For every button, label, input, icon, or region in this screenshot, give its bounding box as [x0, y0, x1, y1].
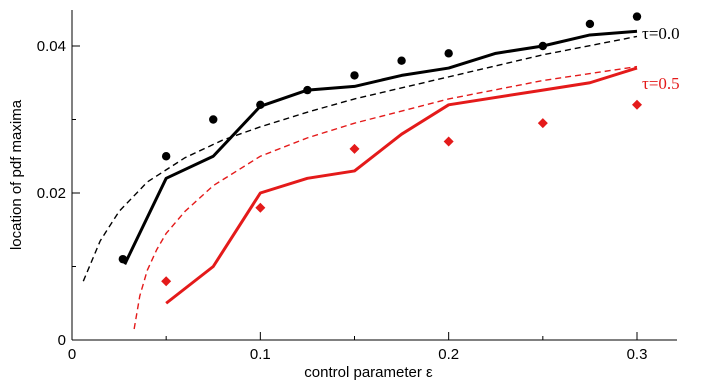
- data-point-tau0: [350, 71, 358, 79]
- y-axis-title: location of pdf maxima: [8, 99, 25, 250]
- data-point-tau0: [397, 57, 405, 65]
- data-point-tau0: [162, 152, 170, 160]
- data-point-tau05: [632, 100, 642, 110]
- x-tick-label: 0.1: [250, 346, 271, 363]
- data-point-tau05: [161, 276, 171, 286]
- x-tick-label: 0.2: [438, 346, 459, 363]
- y-tick-label: 0.04: [37, 38, 66, 55]
- x-tick-label: 0.3: [627, 346, 648, 363]
- x-axis-title: control parameter ε: [304, 364, 433, 381]
- y-tick-label: 0.02: [37, 185, 66, 202]
- data-point-tau0: [256, 101, 264, 109]
- data-point-tau0: [209, 115, 217, 123]
- series-tau05: τ=0.5: [134, 67, 680, 329]
- data-point-tau0: [444, 49, 452, 57]
- data-point-tau05: [538, 118, 548, 128]
- solid-line-tau05: [166, 68, 637, 303]
- data-point-tau0: [119, 255, 127, 263]
- data-point-tau0: [303, 86, 311, 94]
- axes: 0 0.1 0.2 0.3 0 0.02 0.04: [37, 10, 677, 363]
- data-point-tau0: [586, 20, 594, 28]
- data-point-tau05: [350, 144, 360, 154]
- series-label-tau0: τ=0.0: [642, 24, 680, 43]
- data-point-tau05: [255, 203, 265, 213]
- x-tick-label: 0: [68, 346, 76, 363]
- series-layer: τ=0.0 τ=0.5: [83, 12, 679, 329]
- data-point-tau05: [444, 137, 454, 147]
- dashed-line-tau05: [134, 67, 637, 329]
- solid-line-tau0: [125, 31, 637, 264]
- data-point-tau0: [539, 42, 547, 50]
- series-label-tau05: τ=0.5: [642, 74, 680, 93]
- series-tau0: τ=0.0: [83, 12, 679, 281]
- y-tick-label: 0: [58, 332, 66, 349]
- data-point-tau0: [633, 12, 641, 20]
